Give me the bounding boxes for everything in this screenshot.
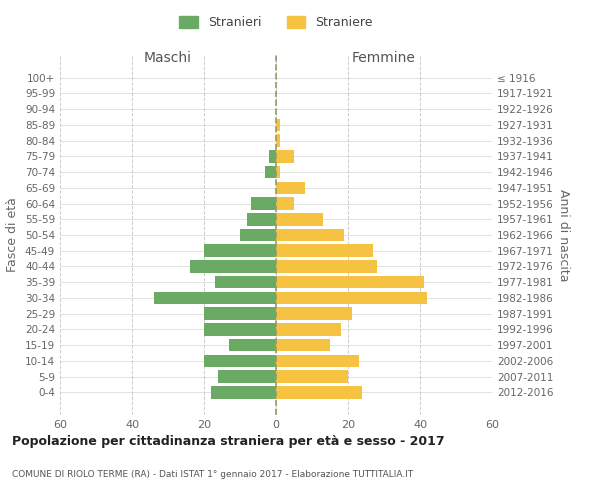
Bar — [276, 370, 348, 383]
Bar — [276, 354, 359, 367]
Bar — [276, 197, 294, 210]
Y-axis label: Fasce di età: Fasce di età — [7, 198, 19, 272]
Bar — [276, 260, 377, 273]
Bar — [215, 276, 276, 288]
Bar — [276, 323, 341, 336]
Text: Popolazione per cittadinanza straniera per età e sesso - 2017: Popolazione per cittadinanza straniera p… — [12, 435, 445, 448]
Bar — [204, 308, 276, 320]
Bar — [265, 166, 276, 178]
Bar — [218, 370, 276, 383]
Text: Femmine: Femmine — [352, 51, 416, 65]
Y-axis label: Anni di nascita: Anni di nascita — [557, 188, 570, 281]
Bar — [240, 228, 276, 241]
Bar — [204, 244, 276, 257]
Bar — [276, 118, 280, 131]
Bar — [204, 323, 276, 336]
Bar — [276, 244, 373, 257]
Bar — [276, 308, 352, 320]
Bar — [276, 276, 424, 288]
Bar — [269, 150, 276, 162]
Text: Maschi: Maschi — [144, 51, 192, 65]
Bar — [211, 386, 276, 398]
Bar — [251, 197, 276, 210]
Bar — [276, 339, 330, 351]
Bar — [204, 354, 276, 367]
Bar — [154, 292, 276, 304]
Legend: Stranieri, Straniere: Stranieri, Straniere — [174, 11, 378, 34]
Bar — [276, 182, 305, 194]
Bar — [276, 386, 362, 398]
Bar — [276, 150, 294, 162]
Bar — [229, 339, 276, 351]
Text: COMUNE DI RIOLO TERME (RA) - Dati ISTAT 1° gennaio 2017 - Elaborazione TUTTITALI: COMUNE DI RIOLO TERME (RA) - Dati ISTAT … — [12, 470, 413, 479]
Bar — [247, 213, 276, 226]
Bar — [276, 228, 344, 241]
Bar — [276, 134, 280, 147]
Bar — [190, 260, 276, 273]
Bar — [276, 292, 427, 304]
Bar — [276, 213, 323, 226]
Bar — [276, 166, 280, 178]
